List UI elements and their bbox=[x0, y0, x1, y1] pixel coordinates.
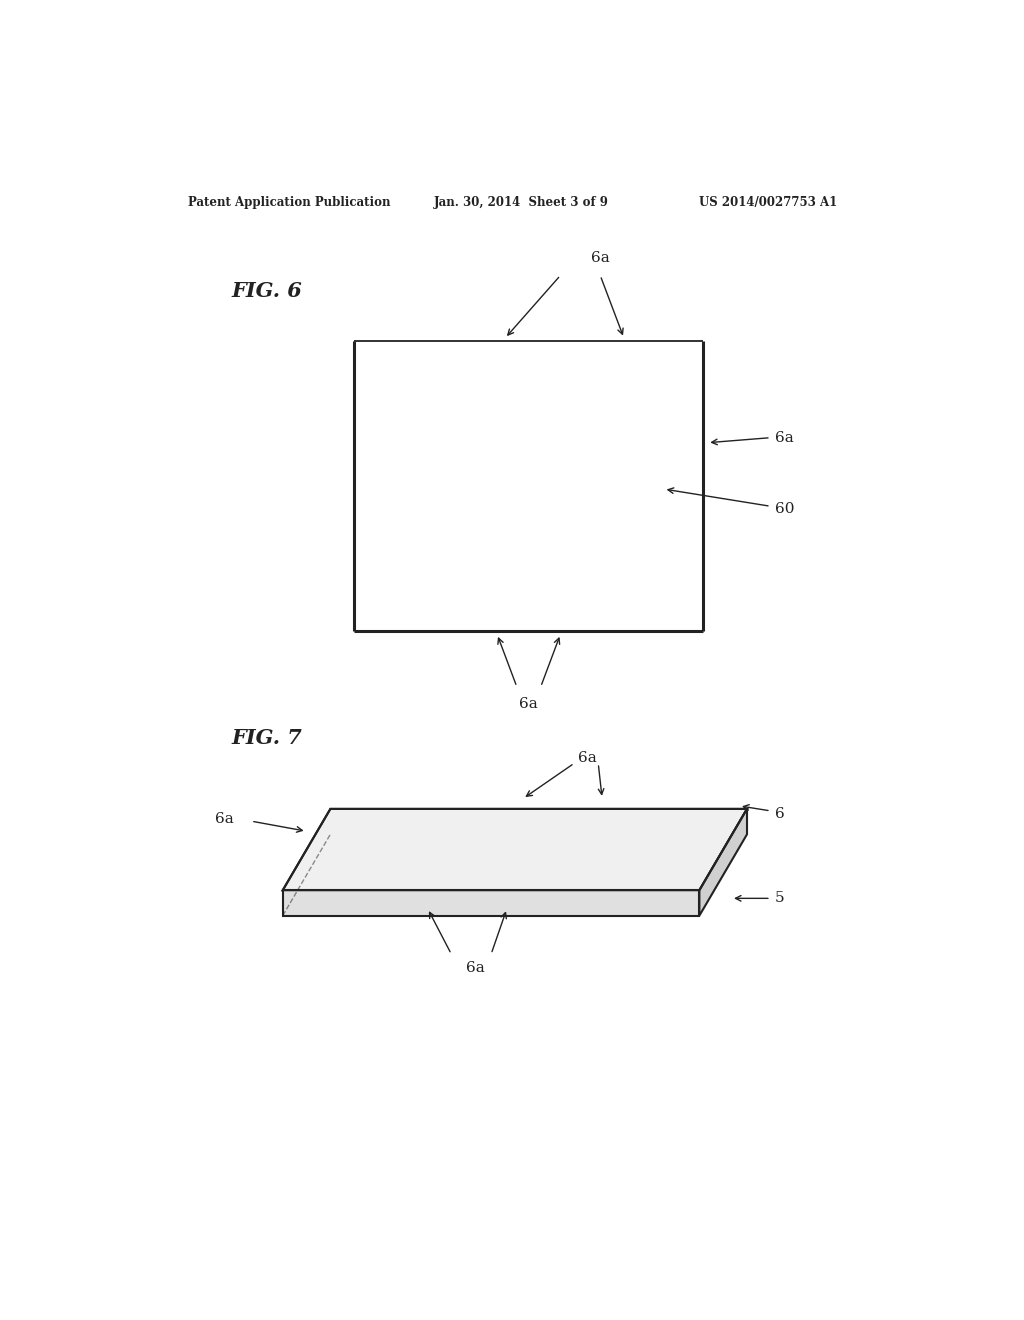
Text: FIG. 6: FIG. 6 bbox=[231, 281, 302, 301]
Text: Patent Application Publication: Patent Application Publication bbox=[187, 195, 390, 209]
Text: Jan. 30, 2014  Sheet 3 of 9: Jan. 30, 2014 Sheet 3 of 9 bbox=[433, 195, 608, 209]
Text: 60: 60 bbox=[775, 503, 795, 516]
Text: FIG. 7: FIG. 7 bbox=[231, 727, 302, 747]
Text: 6a: 6a bbox=[466, 961, 484, 975]
Polygon shape bbox=[699, 809, 748, 916]
Text: 6a: 6a bbox=[591, 251, 609, 265]
Text: 5: 5 bbox=[775, 891, 784, 906]
Polygon shape bbox=[283, 890, 699, 916]
Text: 6a: 6a bbox=[579, 751, 597, 766]
Text: 6a: 6a bbox=[215, 812, 234, 826]
Text: 6a: 6a bbox=[775, 430, 794, 445]
Text: US 2014/0027753 A1: US 2014/0027753 A1 bbox=[699, 195, 838, 209]
Text: 6: 6 bbox=[775, 807, 784, 821]
FancyBboxPatch shape bbox=[354, 342, 703, 631]
Text: 6a: 6a bbox=[519, 697, 539, 711]
Polygon shape bbox=[283, 809, 748, 890]
